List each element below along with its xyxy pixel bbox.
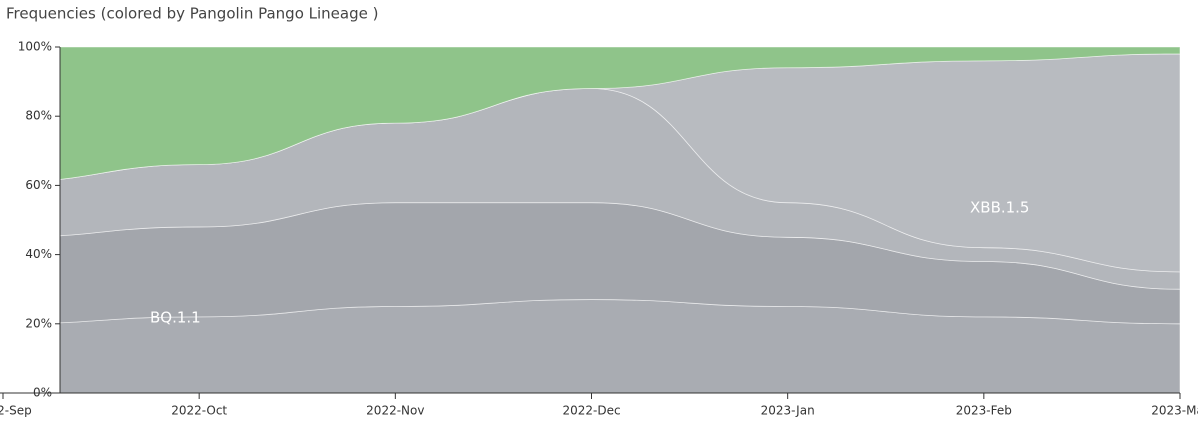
y-tick-label: 0% [33, 386, 52, 400]
y-tick-label: 40% [25, 247, 52, 261]
axes: 0% 20% 40% 60% 80% 100% 2022-Sep 2022-Oct 2022-N… [0, 40, 1198, 418]
x-tick-label: 2023-Feb [956, 404, 1012, 418]
x-tick-label: 2022-Oct [171, 404, 227, 418]
plot-area [60, 46, 1180, 393]
series-label: BQ.1.1 [150, 309, 201, 327]
y-tick-label: 100% [18, 40, 52, 54]
y-tick-label: 60% [25, 178, 52, 192]
x-tick-label: 2023-Jan [761, 404, 815, 418]
x-tick-label: 2022-Dec [562, 404, 620, 418]
chart-title: Frequencies (colored by Pangolin Pango L… [6, 5, 378, 23]
x-tick-label: 2022-Sep [0, 404, 32, 418]
y-tick-label: 20% [25, 316, 52, 330]
series-label: XBB.1.5 [970, 199, 1029, 217]
x-tick-label: 2022-Nov [366, 404, 424, 418]
area [60, 46, 1180, 180]
y-tick-label: 80% [25, 109, 52, 123]
x-tick-label: 2023-Mar [1151, 404, 1198, 418]
